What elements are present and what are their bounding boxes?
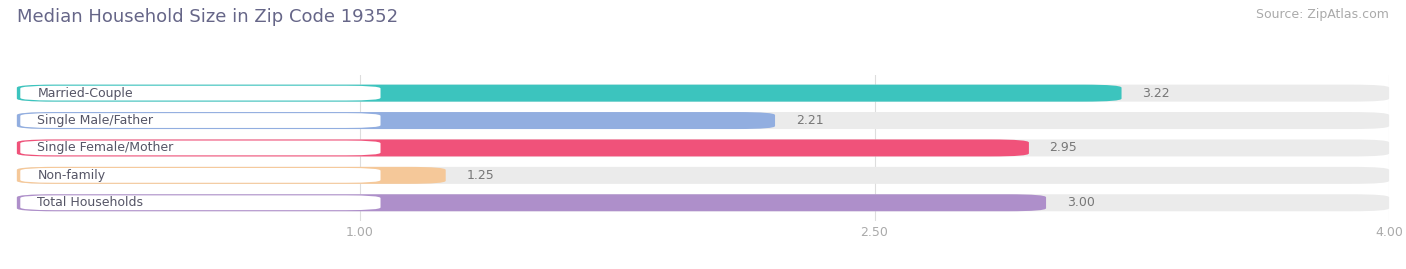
Text: Total Households: Total Households (38, 196, 143, 209)
Text: Married-Couple: Married-Couple (38, 87, 134, 100)
FancyBboxPatch shape (17, 85, 1389, 102)
Text: 3.00: 3.00 (1067, 196, 1094, 209)
Text: 2.95: 2.95 (1049, 141, 1077, 154)
FancyBboxPatch shape (17, 139, 1389, 157)
Text: Single Female/Mother: Single Female/Mother (38, 141, 174, 154)
Text: 2.21: 2.21 (796, 114, 824, 127)
FancyBboxPatch shape (17, 112, 775, 129)
FancyBboxPatch shape (20, 86, 381, 101)
Text: Non-family: Non-family (38, 169, 105, 182)
Text: Source: ZipAtlas.com: Source: ZipAtlas.com (1256, 8, 1389, 21)
Text: Single Male/Father: Single Male/Father (38, 114, 153, 127)
FancyBboxPatch shape (20, 113, 381, 128)
FancyBboxPatch shape (17, 167, 446, 184)
FancyBboxPatch shape (17, 112, 1389, 129)
Text: Median Household Size in Zip Code 19352: Median Household Size in Zip Code 19352 (17, 8, 398, 26)
FancyBboxPatch shape (17, 194, 1046, 211)
Text: 3.22: 3.22 (1142, 87, 1170, 100)
FancyBboxPatch shape (20, 140, 381, 155)
FancyBboxPatch shape (17, 167, 1389, 184)
FancyBboxPatch shape (20, 168, 381, 183)
FancyBboxPatch shape (17, 85, 1122, 102)
FancyBboxPatch shape (20, 195, 381, 210)
Text: 1.25: 1.25 (467, 169, 494, 182)
FancyBboxPatch shape (17, 139, 1029, 157)
FancyBboxPatch shape (17, 194, 1389, 211)
